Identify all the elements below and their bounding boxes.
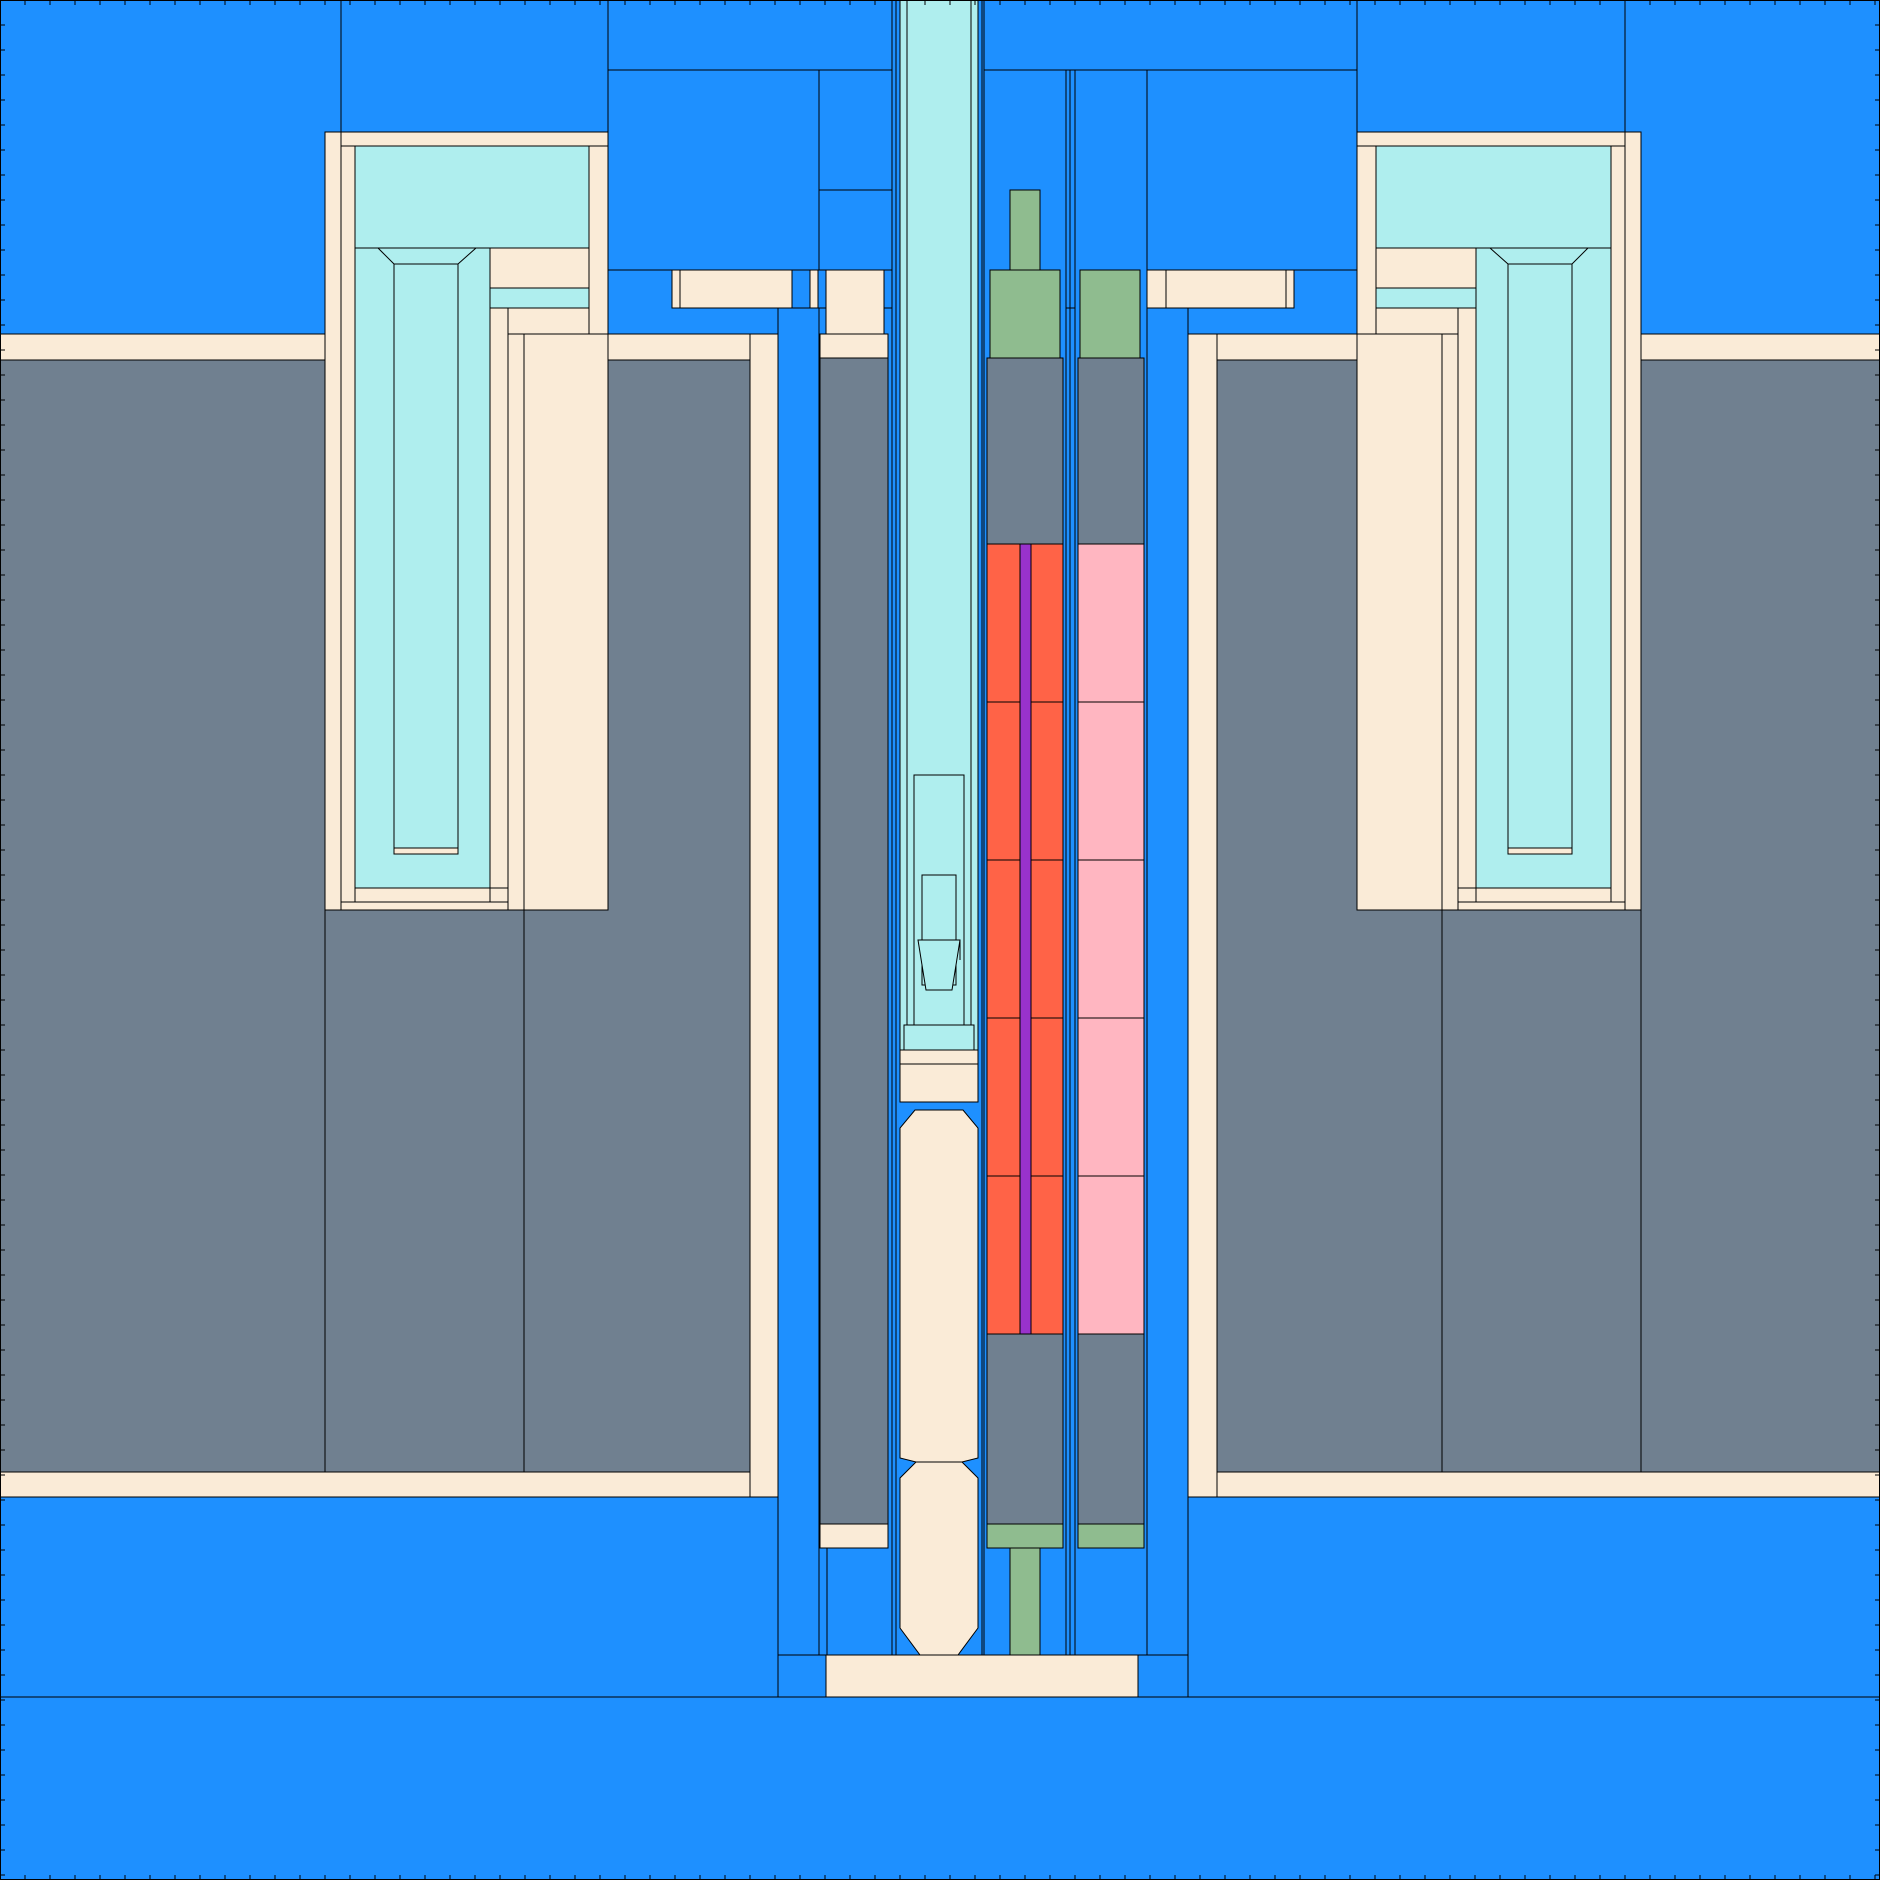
thimble-right-side-block [1375, 247, 1477, 289]
fuel-rod-left-spring-bottom-stem [1009, 1547, 1041, 1656]
fuel-rod-left-thermocouple [1019, 543, 1032, 1335]
thimble-left-plenum-top [354, 145, 590, 249]
top-water-block-left-inner [340, 0, 609, 133]
fuel-rod-left-spring-top [989, 269, 1061, 359]
top-water-block-left [0, 0, 342, 335]
head-plate-left-edge [671, 269, 681, 309]
lower-shelf-left [0, 1471, 751, 1498]
thimble-right-core [1507, 263, 1573, 851]
thimble-left-base-line [340, 901, 509, 911]
head-plate-center-left [809, 269, 819, 309]
lower-body-waist [899, 1461, 979, 1656]
reflector-left-outer [0, 359, 326, 1473]
instrument-tube-plug [899, 1049, 979, 1065]
fuel-rod-right-spring-bottom [1077, 1523, 1145, 1549]
lower-water-block-left [0, 1496, 779, 1698]
reflector-left-lower-mid [324, 909, 525, 1473]
thimble-right-base-line [1457, 901, 1626, 911]
channel-inner-boundary-right [1146, 307, 1189, 1656]
thimble-left-cap [340, 131, 609, 147]
head-top-center-channel [891, 0, 897, 1656]
thimble-right-inner-wall [1441, 333, 1459, 911]
fuel-rod-left [983, 69, 1067, 1656]
instrument-tube-plug-2 [899, 1063, 979, 1103]
thimble-right-outer-wall [1610, 145, 1626, 903]
head-block-right [1146, 69, 1358, 271]
fuel-rod-right [1074, 69, 1148, 1656]
thimble-left-taper [376, 247, 478, 265]
reflector-right-outer [1640, 359, 1880, 1473]
head-block-left-inner [818, 69, 893, 191]
fuel-rod-right-reflector-top [1077, 357, 1145, 545]
thimble-left-inner-wall-2 [489, 307, 509, 889]
wall-left-inner [749, 333, 779, 1498]
head-top-right-channel [981, 0, 985, 1656]
fuel-rod-left-reflector-top [986, 357, 1064, 545]
lower-body-top-taper [899, 1109, 979, 1463]
fuel-rod-left-spring-stem [1009, 189, 1041, 271]
experiment-thimble-right [1356, 131, 1642, 911]
fuel-rod-right-spring-top [1079, 269, 1141, 359]
top-water-block-center-left [607, 0, 897, 71]
thimble-right-plenum-top [1375, 145, 1612, 249]
thimble-left-side-block [489, 247, 590, 289]
thimble-left-side-plenum [489, 287, 590, 309]
thimble-right-core-bottom [1507, 847, 1573, 855]
thimble-left-core [393, 263, 459, 851]
thimble-left-right-wall [588, 145, 609, 335]
thimble-left-inner-wall [507, 333, 525, 911]
fuel-rod-right-pellet-1 [1077, 543, 1145, 703]
head-plate-right-edge [1285, 269, 1295, 309]
thimble-right-left-wall [1356, 145, 1377, 335]
inner-reflector-left-cap-top [819, 333, 889, 359]
instrument-tube [895, 0, 983, 1656]
bottom-support-plate [825, 1654, 1139, 1698]
lower-water-block-right [1187, 1496, 1880, 1698]
head-plate-right [1165, 269, 1287, 309]
upper-shelf-right [1640, 333, 1880, 361]
inner-reflector-left-top-block [825, 269, 885, 335]
instrument-capsule-taper [917, 939, 961, 991]
thimble-left-outer-wall [340, 145, 356, 903]
fuel-rod-right-pellet-5 [1077, 1175, 1145, 1335]
thimble-right-side-plenum [1375, 287, 1477, 309]
thimble-left-base [354, 887, 491, 903]
thimble-right-base [1475, 887, 1612, 903]
thimble-right-cap [1356, 131, 1626, 147]
experiment-thimble-left [324, 131, 609, 911]
thimble-right-inner-wall-2 [1457, 307, 1477, 889]
head-block-left [607, 69, 820, 271]
fuel-rod-left-spring-bottom [986, 1523, 1064, 1549]
thimble-left-core-bottom [393, 847, 459, 855]
top-water-block-right-inner [1356, 0, 1626, 133]
instrument-capsule-foot [903, 1024, 975, 1051]
inner-reflector-left [819, 357, 889, 1525]
head-plate-left [677, 269, 793, 309]
fuel-rod-right-pellet-2 [1077, 701, 1145, 861]
reflector-right-lower-mid [1441, 909, 1642, 1473]
top-water-block-right [1624, 0, 1880, 335]
wall-right-inner [1187, 333, 1218, 1498]
fuel-rod-right-pellet-3 [1077, 859, 1145, 1019]
fuel-rod-right-pellet-4 [1077, 1017, 1145, 1177]
top-water-block-center-right [981, 0, 1358, 71]
inner-reflector-left-cap-bottom [819, 1523, 889, 1549]
fuel-rod-left-reflector-bottom [986, 1333, 1064, 1525]
thimble-right-taper [1488, 247, 1590, 265]
upper-shelf-left [0, 333, 326, 361]
lower-shelf-right [1216, 1471, 1880, 1498]
head-block-left-inner-lower [818, 189, 893, 271]
head-plate-center-right [1145, 269, 1167, 309]
fuel-rod-right-reflector-bottom [1077, 1333, 1145, 1525]
